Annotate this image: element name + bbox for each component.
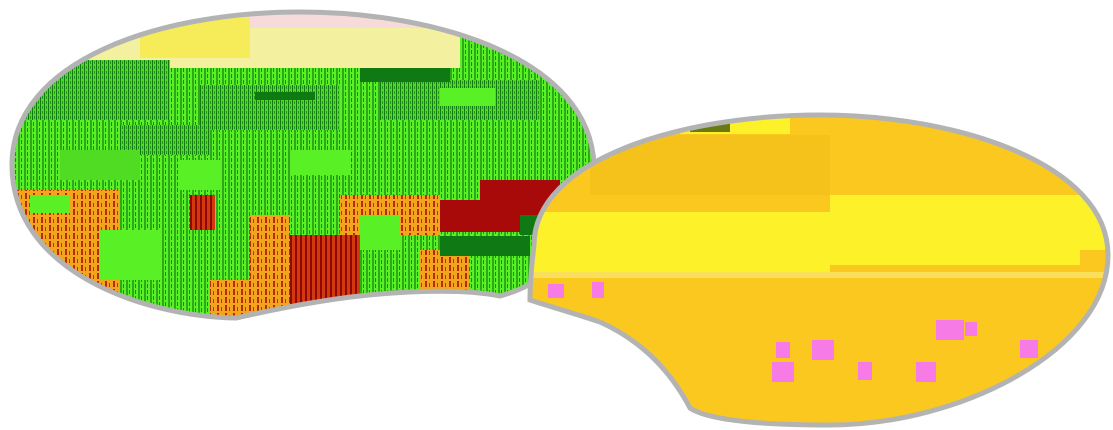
right-lens-map — [530, 115, 1108, 425]
right-lens-frame — [527, 112, 1111, 428]
